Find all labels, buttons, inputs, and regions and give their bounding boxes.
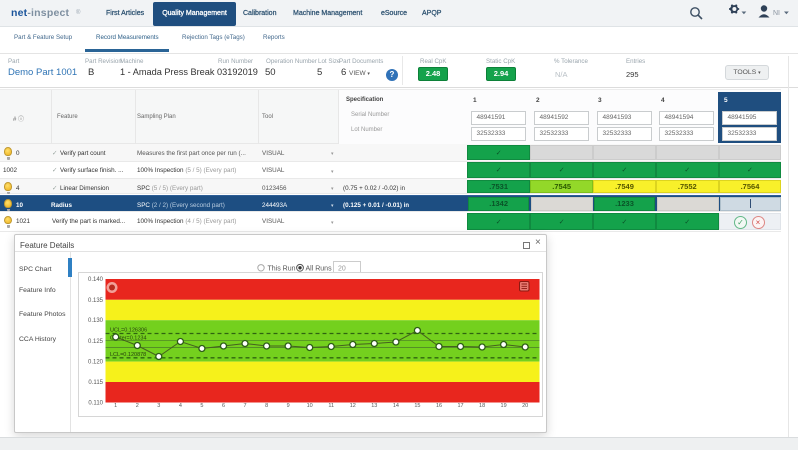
svg-text:2: 2 <box>136 403 139 409</box>
svg-text:15: 15 <box>414 403 420 409</box>
svg-text:All Runs: All Runs <box>306 265 333 272</box>
svg-text:17: 17 <box>457 403 463 409</box>
svg-text:4: 4 <box>179 403 182 409</box>
svg-text:LCL=0.120878: LCL=0.120878 <box>110 352 146 358</box>
svg-text:18: 18 <box>479 403 485 409</box>
svg-text:13: 13 <box>371 403 377 409</box>
svg-text:12: 12 <box>350 403 356 409</box>
svg-text:20: 20 <box>522 403 528 409</box>
svg-text:NI: NI <box>773 10 780 17</box>
svg-text:7: 7 <box>243 403 246 409</box>
svg-text:3: 3 <box>157 403 160 409</box>
svg-text:8: 8 <box>265 403 268 409</box>
svg-text:6: 6 <box>222 403 225 409</box>
svg-text:11: 11 <box>328 403 334 409</box>
svg-text:14: 14 <box>393 403 399 409</box>
svg-text:UCL=0.126306: UCL=0.126306 <box>110 328 147 334</box>
svg-text:16: 16 <box>436 403 442 409</box>
svg-text:19: 19 <box>501 403 507 409</box>
svg-text:0.125: 0.125 <box>88 339 104 345</box>
svg-text:0.110: 0.110 <box>88 401 103 407</box>
svg-text:5: 5 <box>200 403 203 409</box>
svg-text:0.140: 0.140 <box>88 277 104 283</box>
svg-text:This Run: This Run <box>268 265 296 272</box>
svg-text:0.120: 0.120 <box>88 360 104 366</box>
svg-text:20: 20 <box>338 265 346 272</box>
svg-text:0.135: 0.135 <box>88 298 104 304</box>
svg-text:10: 10 <box>307 403 313 409</box>
svg-text:9: 9 <box>287 403 290 409</box>
svg-text:Center=0.1234: Center=0.1234 <box>110 336 147 342</box>
svg-text:0.130: 0.130 <box>88 318 104 324</box>
svg-text:1: 1 <box>114 403 117 409</box>
svg-text:0.115: 0.115 <box>88 380 103 386</box>
